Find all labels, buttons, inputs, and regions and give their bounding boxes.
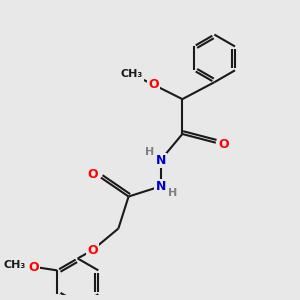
Text: O: O (148, 78, 159, 91)
Text: CH₃: CH₃ (4, 260, 26, 270)
Text: O: O (87, 244, 98, 257)
Text: H: H (145, 147, 154, 157)
Text: H: H (168, 188, 177, 198)
Text: N: N (155, 180, 166, 193)
Text: N: N (155, 154, 166, 167)
Text: O: O (219, 138, 229, 151)
Text: O: O (28, 261, 39, 274)
Text: O: O (88, 168, 98, 181)
Text: CH₃: CH₃ (120, 69, 142, 80)
